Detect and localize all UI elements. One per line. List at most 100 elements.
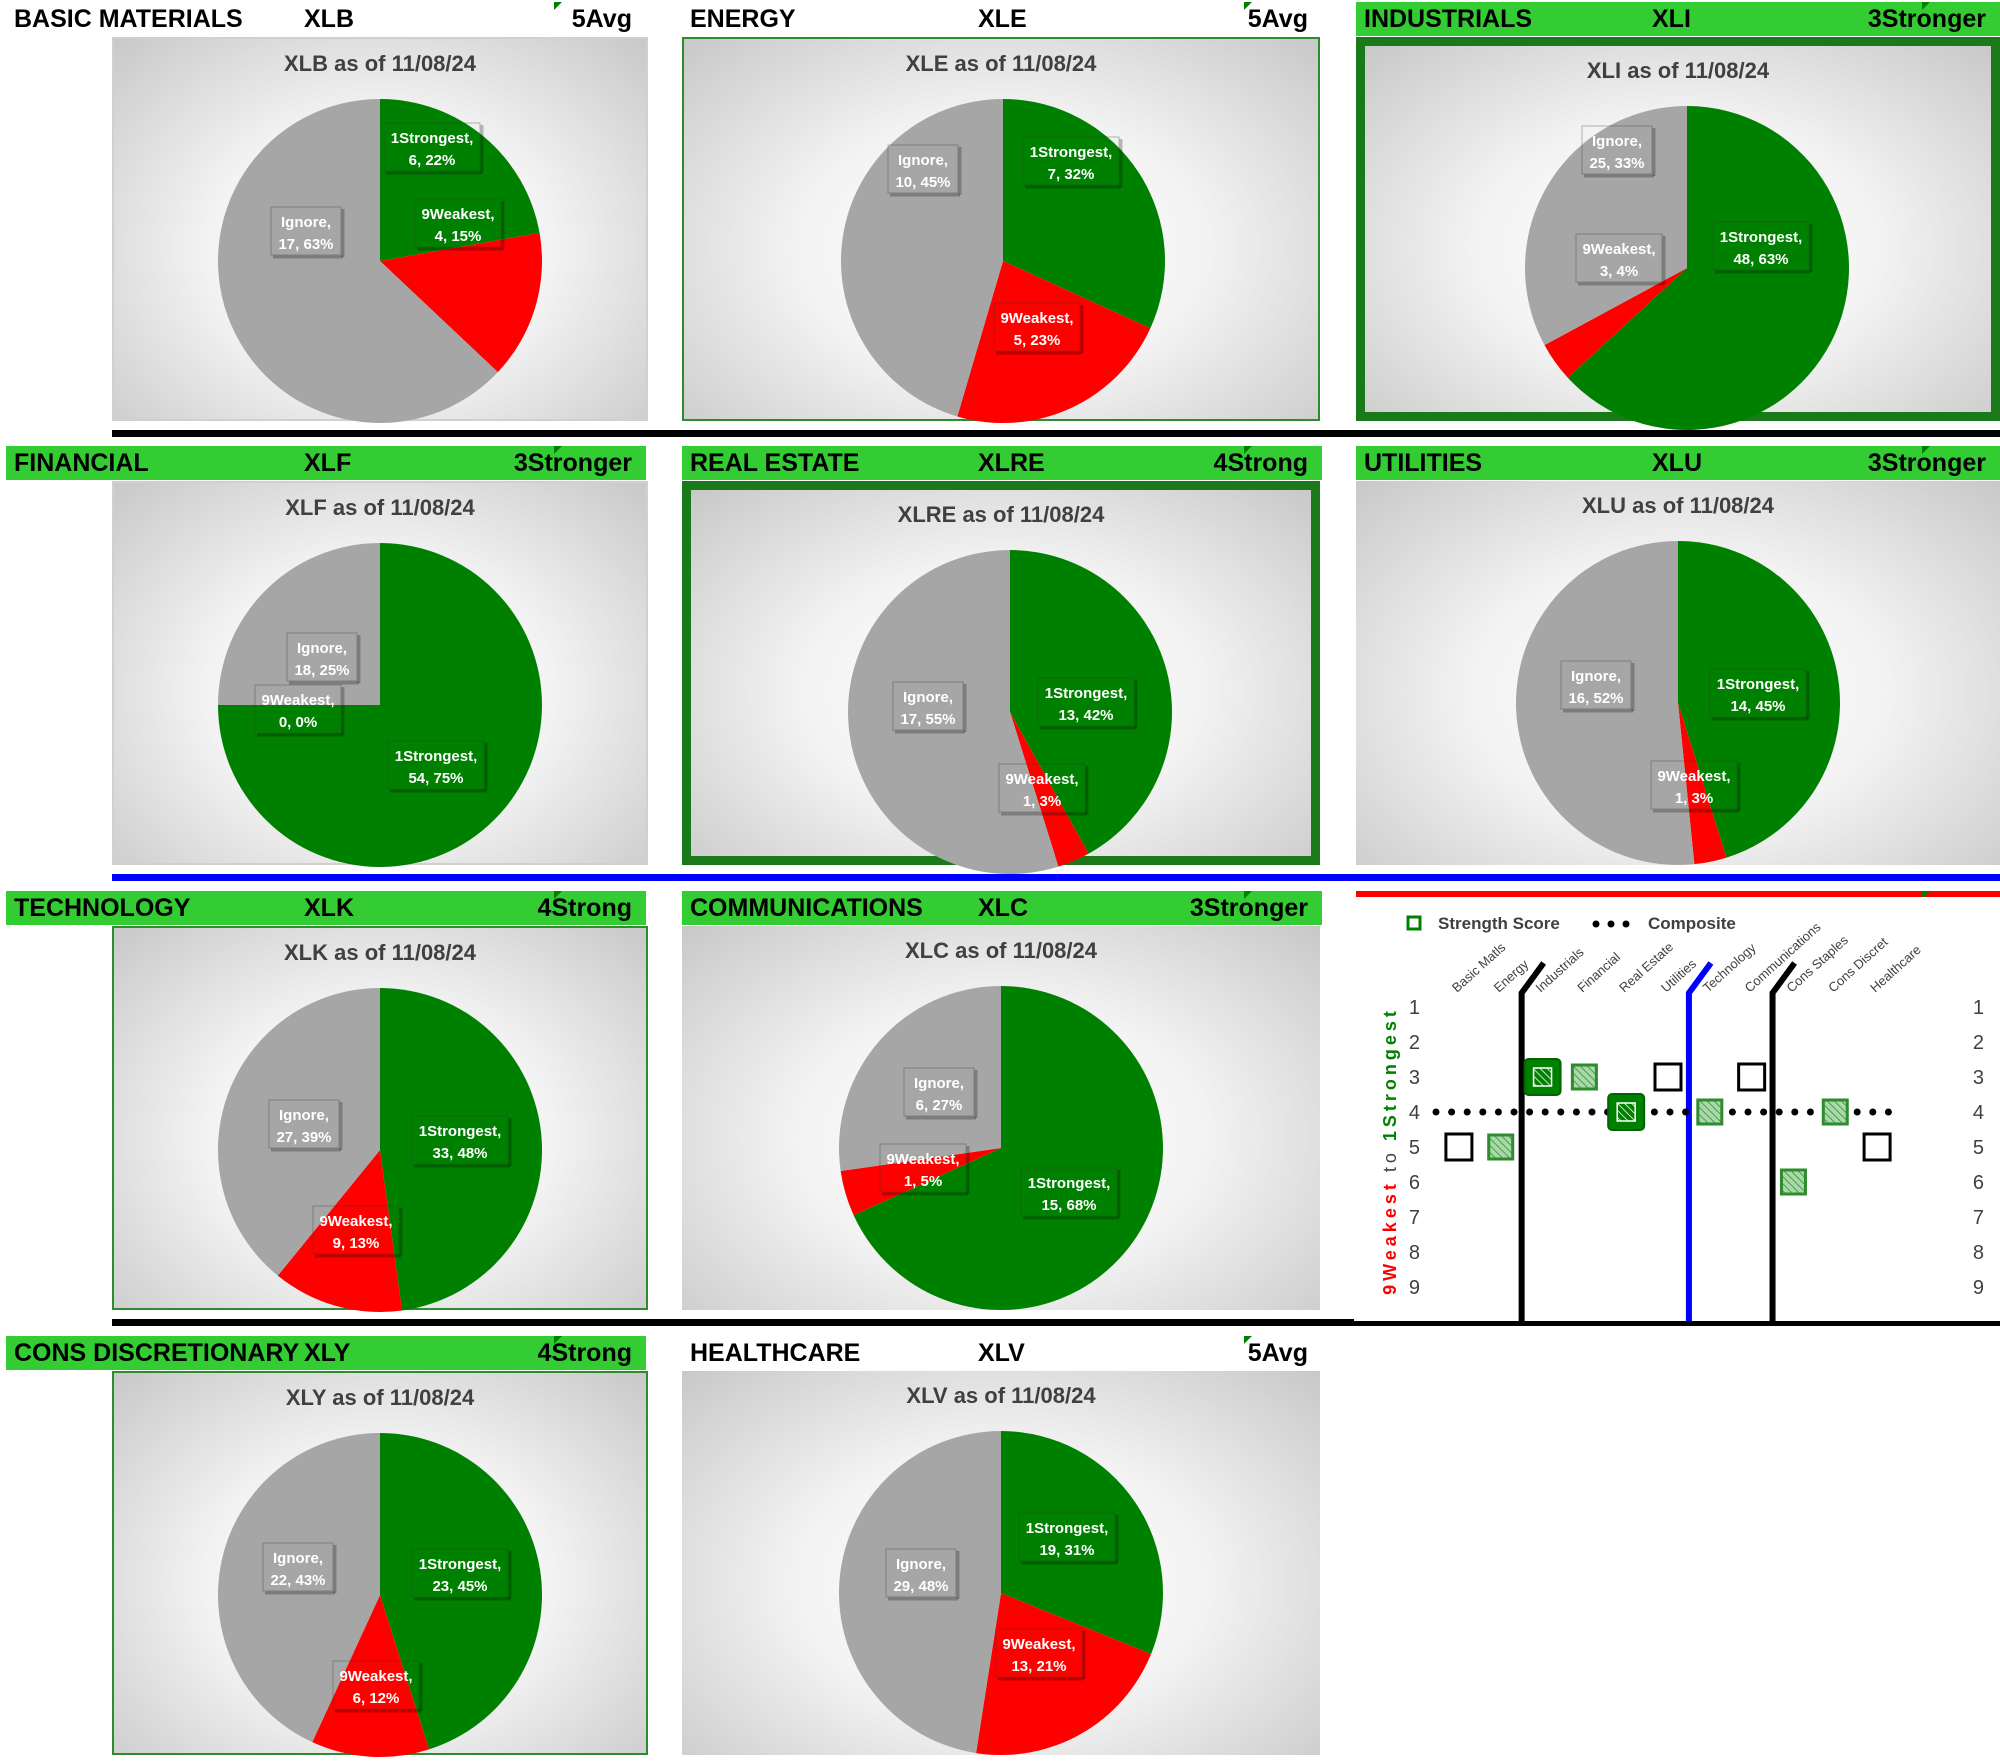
label-name: Ignore, (281, 214, 331, 231)
label-value: 0, 0% (279, 714, 317, 731)
label-name: 1Strongest, (395, 748, 478, 765)
label-value: 23, 45% (432, 1578, 487, 1595)
comment-flag-icon (554, 446, 562, 454)
y-tick-right: 9 (1973, 1277, 1984, 1299)
strength-marker-cons-discret (1821, 1098, 1849, 1126)
pie-slice-weakest (312, 1595, 430, 1757)
rank-label: 3Stronger (513, 448, 632, 477)
cons-discretionary-header: CONS DISCRETIONARY XLY 4Strong (6, 1336, 646, 1370)
data-label-strongest: 1Strongest, 7, 32% (1022, 136, 1123, 189)
data-label-strongest: 1Strongest, 33, 48% (411, 1115, 512, 1168)
y-tick-right: 2 (1973, 1032, 1984, 1054)
comment-flag-icon (554, 1336, 562, 1344)
label-name: 1Strongest, (1028, 1175, 1111, 1192)
pie-slice-strongest (380, 1433, 543, 1750)
pie-slice-weakest (976, 1593, 1152, 1755)
data-label-strongest: 1Strongest, 6, 22% (383, 122, 484, 175)
pie-slice-strongest (1003, 99, 1165, 329)
strength-marker-healthcare (1862, 1132, 1892, 1162)
strength-score-chart: Strength Score Composite 1 1 2 2 3 3 4 4 5 5 6 6 7 7 8 8 9… (1354, 897, 2000, 1321)
pie-slice-weakest (957, 261, 1151, 424)
composite-dot (1791, 1108, 1799, 1116)
composite-dot (1557, 1108, 1565, 1116)
sector-name: HEALTHCARE (690, 1338, 861, 1367)
label-value: 4, 15% (435, 228, 482, 245)
rank-label: 5Avg (571, 4, 632, 33)
data-label-weakest: 9Weakest, 3, 4% (1575, 233, 1666, 286)
y-title-to: to (1380, 1149, 1400, 1172)
y-tick-left: 5 (1409, 1137, 1420, 1159)
label-value: 6, 22% (409, 152, 456, 169)
pie-slice-strongest (1567, 106, 1849, 431)
composite-dot (1448, 1108, 1456, 1116)
real-estate-pie-chart: XLRE as of 11/08/24 1Strongest, 13, 42% 9We… (682, 481, 1320, 874)
label-name: 9Weakest, (1000, 310, 1073, 327)
data-label-weakest: 9Weakest, 0, 0% (254, 684, 345, 737)
label-name: Ignore, (1592, 133, 1642, 150)
composite-dot (1588, 1108, 1596, 1116)
pie-slice-strongest (1678, 541, 1840, 858)
legend-strength-label: Strength Score (1438, 914, 1560, 933)
y-title-weak: 9Weakest (1380, 1180, 1400, 1295)
composite-dot (1760, 1108, 1768, 1116)
label-value: 7, 32% (1048, 166, 1095, 183)
ticker: XLF (304, 448, 352, 477)
row-divider (112, 874, 2000, 881)
pie-slice-ignore (218, 988, 380, 1276)
label-name: Ignore, (903, 689, 953, 706)
pie-svg: 1Strongest, 6, 22% 9Weakest, 4, 15% Ignore, 1… (218, 99, 542, 423)
pie-slice-ignore (217, 1433, 380, 1743)
label-name: 1Strongest, (1026, 1520, 1109, 1537)
strength-marker-basic-matls (1444, 1132, 1474, 1162)
pie-svg: 1Strongest, 54, 75% 9Weakest, 0, 0% Ignore, 1… (218, 543, 542, 867)
group-separator (1769, 961, 1797, 1321)
communications-pie-chart: XLC as of 11/08/24 1Strongest, 15, 68% 9Wea… (682, 926, 1320, 1310)
strength-marker-technology (1696, 1098, 1724, 1126)
pie-slice-ignore (1515, 541, 1695, 865)
label-value: 9, 13% (333, 1235, 380, 1252)
pie-slice-ignore (218, 543, 380, 705)
y-tick-left: 7 (1409, 1207, 1420, 1229)
label-name: 9Weakest, (319, 1213, 392, 1230)
label-value: 18, 25% (294, 662, 349, 679)
label-value: 22, 43% (270, 1572, 325, 1589)
comment-flag-icon (1244, 446, 1252, 454)
pie-slice-ignore (839, 1431, 1001, 1754)
sector-name: BASIC MATERIALS (14, 4, 243, 33)
strength-marker-communications (1737, 1062, 1767, 1092)
energy-header: ENERGY XLE 5Avg (682, 2, 1322, 36)
label-value: 17, 55% (900, 711, 955, 728)
data-label-strongest: 1Strongest, 19, 31% (1018, 1512, 1119, 1565)
rank-label: 3Stronger (1867, 448, 1986, 477)
chart-title: XLE as of 11/08/24 (905, 51, 1097, 76)
y-tick-left: 3 (1409, 1067, 1420, 1089)
label-value: 25, 33% (1589, 155, 1644, 172)
chart-title: XLK as of 11/08/24 (284, 940, 476, 965)
data-label-weakest: 9Weakest, 1, 5% (879, 1143, 970, 1196)
label-value: 48, 63% (1733, 251, 1788, 268)
composite-dot (1666, 1108, 1674, 1116)
rank-label: 4Strong (1213, 448, 1308, 477)
label-value: 13, 21% (1011, 1658, 1066, 1675)
data-label-ignore: Ignore, 17, 55% (892, 681, 967, 734)
label-value: 6, 12% (353, 1690, 400, 1707)
financial-pie-chart: XLF as of 11/08/24 1Strongest, 54, 75% 9Wea… (112, 481, 648, 867)
pie-slice-weakest (277, 1150, 403, 1312)
chart-legend: Strength Score Composite (1406, 914, 1736, 933)
y-tick-left: 9 (1409, 1277, 1420, 1299)
y-tick-left: 2 (1409, 1032, 1420, 1054)
comment-flag-icon (554, 2, 562, 10)
y-tick-right: 5 (1973, 1137, 1984, 1159)
label-name: 9Weakest, (886, 1151, 959, 1168)
pie-svg: 1Strongest, 7, 32% 9Weakest, 5, 23% Ignore, 1… (841, 99, 1165, 424)
ticker: XLK (304, 893, 354, 922)
group-separator (1518, 961, 1547, 1321)
financial-header: FINANCIAL XLF 3Stronger (6, 446, 646, 480)
label-name: 9Weakest, (261, 692, 334, 709)
ticker: XLB (304, 4, 354, 33)
label-name: Ignore, (279, 1107, 329, 1124)
comment-flag-icon (1244, 891, 1252, 899)
data-label-weakest: 9Weakest, 13, 21% (995, 1628, 1086, 1681)
label-name: 1Strongest, (1045, 685, 1128, 702)
ticker: XLRE (978, 448, 1045, 477)
